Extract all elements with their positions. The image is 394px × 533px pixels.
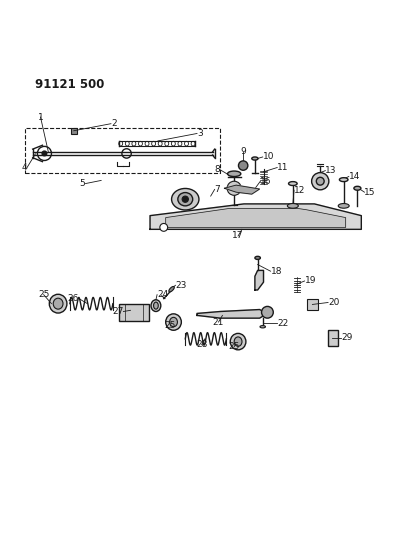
- Text: 4: 4: [21, 164, 27, 172]
- Circle shape: [316, 177, 324, 185]
- Circle shape: [227, 181, 241, 195]
- Circle shape: [312, 173, 329, 190]
- Text: 24: 24: [157, 290, 168, 299]
- Text: 14: 14: [349, 172, 360, 181]
- Text: 22: 22: [277, 319, 288, 328]
- Text: 13: 13: [325, 166, 337, 175]
- Ellipse shape: [169, 286, 174, 292]
- Text: 12: 12: [294, 185, 305, 195]
- Text: 23: 23: [175, 281, 187, 290]
- Bar: [25, 127, 221, 173]
- Text: 9: 9: [240, 147, 246, 156]
- Text: 11: 11: [277, 163, 289, 172]
- Circle shape: [238, 161, 248, 170]
- Text: 18: 18: [271, 266, 282, 276]
- Text: 1: 1: [38, 112, 43, 122]
- Ellipse shape: [230, 334, 246, 350]
- Ellipse shape: [252, 157, 258, 160]
- Bar: [119, 304, 149, 321]
- Ellipse shape: [287, 204, 298, 208]
- Circle shape: [262, 306, 273, 318]
- Circle shape: [42, 151, 47, 156]
- Text: 91121 500: 91121 500: [35, 78, 104, 91]
- Ellipse shape: [288, 182, 297, 185]
- Text: 10: 10: [263, 152, 274, 161]
- Ellipse shape: [227, 171, 241, 176]
- Text: 25: 25: [165, 321, 176, 330]
- Ellipse shape: [151, 300, 161, 311]
- Text: 26: 26: [67, 294, 79, 303]
- Text: 29: 29: [341, 333, 352, 342]
- Text: 17: 17: [232, 231, 244, 240]
- Text: 28: 28: [196, 340, 207, 349]
- Ellipse shape: [354, 187, 361, 190]
- Ellipse shape: [171, 189, 199, 210]
- Polygon shape: [255, 270, 264, 290]
- Text: 16: 16: [260, 177, 272, 185]
- Text: 15: 15: [364, 188, 376, 197]
- Ellipse shape: [178, 192, 193, 206]
- Polygon shape: [166, 208, 346, 228]
- Circle shape: [160, 223, 168, 231]
- Text: 19: 19: [305, 277, 316, 286]
- Ellipse shape: [255, 256, 260, 260]
- Ellipse shape: [154, 302, 158, 309]
- Ellipse shape: [339, 177, 348, 182]
- Text: 27: 27: [112, 307, 123, 316]
- Text: 20: 20: [328, 298, 340, 307]
- Bar: [71, 127, 77, 134]
- Text: 25: 25: [229, 342, 240, 351]
- Polygon shape: [225, 185, 260, 194]
- Text: 25: 25: [38, 290, 49, 299]
- Text: 5: 5: [80, 179, 85, 188]
- Text: 21: 21: [213, 318, 224, 327]
- Ellipse shape: [234, 337, 242, 346]
- Polygon shape: [150, 204, 361, 229]
- Ellipse shape: [53, 298, 63, 309]
- Text: 3: 3: [197, 129, 203, 138]
- Text: 8: 8: [214, 165, 220, 174]
- Bar: [328, 330, 338, 345]
- Ellipse shape: [260, 326, 266, 328]
- Ellipse shape: [166, 314, 181, 330]
- Polygon shape: [197, 310, 268, 318]
- Circle shape: [182, 196, 188, 203]
- Ellipse shape: [338, 204, 349, 208]
- Ellipse shape: [49, 294, 67, 313]
- Ellipse shape: [169, 317, 177, 327]
- Text: 2: 2: [111, 119, 117, 128]
- Text: 7: 7: [215, 185, 220, 194]
- Bar: [307, 298, 318, 310]
